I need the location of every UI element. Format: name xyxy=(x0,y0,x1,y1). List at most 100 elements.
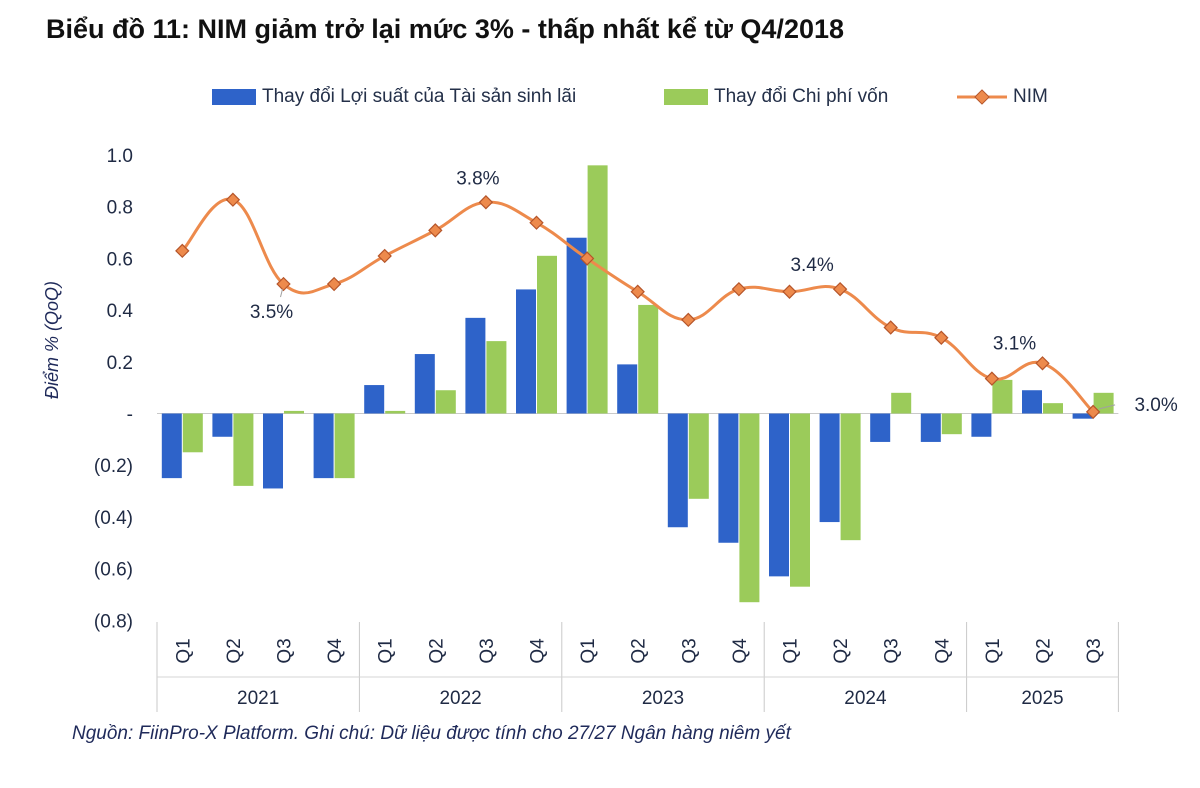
x-year-label-1: 2022 xyxy=(439,688,481,709)
bar-cost-5 xyxy=(435,390,456,414)
x-tick-label-6: Q3 xyxy=(477,638,498,663)
y-tick-label: (0.6) xyxy=(94,560,133,581)
nim-point-7 xyxy=(529,215,544,230)
bar-yield-8 xyxy=(566,237,587,414)
x-tick-label-9: Q2 xyxy=(629,638,650,663)
nim-data-label-1: 3.8% xyxy=(456,168,499,189)
bar-cost-17 xyxy=(1043,403,1063,414)
nim-point-12 xyxy=(782,284,797,299)
y-tick-label: 0.4 xyxy=(107,301,134,322)
x-tick-label-13: Q2 xyxy=(831,638,852,663)
x-tick-label-5: Q2 xyxy=(426,638,447,663)
source-note: Nguồn: FiinPro-X Platform. Ghi chú: Dữ l… xyxy=(72,723,791,744)
nim-point-8 xyxy=(579,251,595,266)
y-tick-label: 0.6 xyxy=(107,249,133,270)
bar-yield-11 xyxy=(718,413,739,543)
x-year-label-0: 2021 xyxy=(237,688,279,709)
y-tick-label: (0.2) xyxy=(94,456,133,477)
nim-point-14 xyxy=(883,320,898,335)
nim-data-label-4: 3.0% xyxy=(1134,395,1177,416)
bar-cost-18 xyxy=(1093,392,1114,414)
bar-cost-15 xyxy=(941,413,962,435)
nim-point-9 xyxy=(630,284,645,299)
bar-yield-4 xyxy=(364,385,385,414)
nim-label-leader-0 xyxy=(280,288,283,298)
x-tick-label-3: Q4 xyxy=(325,638,346,664)
y-tick-label: 0.8 xyxy=(107,198,133,219)
bar-yield-18 xyxy=(1072,413,1093,419)
nim-point-10 xyxy=(681,312,696,328)
nim-point-18 xyxy=(1085,404,1101,420)
y-tick-label: 0.2 xyxy=(107,353,133,374)
bar-cost-14 xyxy=(891,392,912,414)
x-tick-label-11: Q4 xyxy=(730,638,751,664)
bar-yield-0 xyxy=(161,413,182,479)
bar-yield-13 xyxy=(819,413,840,523)
nim-point-17 xyxy=(1035,356,1050,371)
nim-line xyxy=(181,197,1095,413)
bar-cost-3 xyxy=(334,413,355,479)
legend-item-yield: Thay đổi Lợi suất của Tài sản sinh lãi xyxy=(212,86,576,108)
nim-point-2 xyxy=(276,276,291,292)
nim-data-label-0: 3.5% xyxy=(250,302,293,323)
y-tick-label: - xyxy=(127,405,133,426)
bar-cost-16 xyxy=(992,379,1013,414)
y-tick-label: (0.8) xyxy=(94,611,133,632)
x-tick-label-0: Q1 xyxy=(173,638,194,663)
bar-yield-16 xyxy=(971,413,992,437)
x-tick-label-1: Q2 xyxy=(224,638,245,663)
x-tick-label-10: Q3 xyxy=(679,638,700,663)
x-tick-label-14: Q3 xyxy=(882,638,903,663)
bar-cost-8 xyxy=(587,165,608,414)
y-axis-title: Điểm % (QoQ) xyxy=(42,281,62,399)
x-tick-label-12: Q1 xyxy=(781,638,802,663)
bar-cost-13 xyxy=(840,413,861,541)
nim-point-4 xyxy=(377,248,392,264)
bar-cost-11 xyxy=(739,413,760,603)
nim-point-16 xyxy=(984,371,1000,386)
x-tick-label-2: Q3 xyxy=(275,638,296,663)
nim-point-1 xyxy=(225,192,241,207)
x-year-label-3: 2024 xyxy=(844,688,887,709)
legend-label-yield: Thay đổi Lợi suất của Tài sản sinh lãi xyxy=(262,86,577,107)
x-year-label-2: 2023 xyxy=(642,688,684,709)
bar-yield-17 xyxy=(1022,390,1042,414)
chart-title: Biểu đồ 11: NIM giảm trở lại mức 3% - th… xyxy=(46,14,845,44)
bar-cost-6 xyxy=(486,341,507,414)
legend-label-cost: Thay đổi Chi phí vốn xyxy=(714,86,889,107)
x-tick-label-4: Q1 xyxy=(376,638,397,663)
legend: Thay đổi Lợi suất của Tài sản sinh lãi T… xyxy=(0,86,1200,114)
legend-item-nim: NIM xyxy=(955,86,1048,108)
bar-cost-7 xyxy=(537,255,557,414)
bar-cost-2 xyxy=(284,410,304,414)
x-year-label-4: 2025 xyxy=(1021,688,1063,709)
x-tick-label-16: Q1 xyxy=(983,638,1004,663)
nim-point-13 xyxy=(832,281,848,297)
nim-point-0 xyxy=(175,243,190,259)
nim-label-leader-4 xyxy=(1098,404,1116,410)
legend-marker-nim xyxy=(957,89,1007,105)
bar-yield-14 xyxy=(870,413,891,442)
nim-point-5 xyxy=(428,223,443,238)
nim-point-15 xyxy=(934,330,949,345)
legend-swatch-yield xyxy=(212,89,256,105)
bar-cost-9 xyxy=(638,304,659,414)
x-tick-label-15: Q4 xyxy=(932,638,953,664)
nim-point-6 xyxy=(478,195,494,210)
bar-cost-4 xyxy=(385,410,406,414)
x-tick-label-17: Q2 xyxy=(1034,638,1055,663)
bar-cost-0 xyxy=(182,413,203,453)
bar-cost-1 xyxy=(233,413,254,486)
y-tick-label: 1.0 xyxy=(107,146,133,167)
bar-yield-1 xyxy=(212,413,233,437)
bar-cost-10 xyxy=(688,413,709,499)
chart-plot: 1.0 0.8 0.6 0.4 0.2 - (0.2) (0.4) (0.6) (0.8) Điểm… xyxy=(42,146,1178,712)
bar-yield-12 xyxy=(769,413,789,577)
y-tick-label: (0.4) xyxy=(94,508,133,529)
bar-yield-7 xyxy=(516,289,536,414)
bar-yield-5 xyxy=(414,354,435,414)
x-tick-label-8: Q1 xyxy=(578,638,599,663)
x-tick-label-18: Q3 xyxy=(1084,638,1105,663)
nim-data-label-3: 3.1% xyxy=(993,333,1036,354)
nim-point-3 xyxy=(326,276,342,292)
